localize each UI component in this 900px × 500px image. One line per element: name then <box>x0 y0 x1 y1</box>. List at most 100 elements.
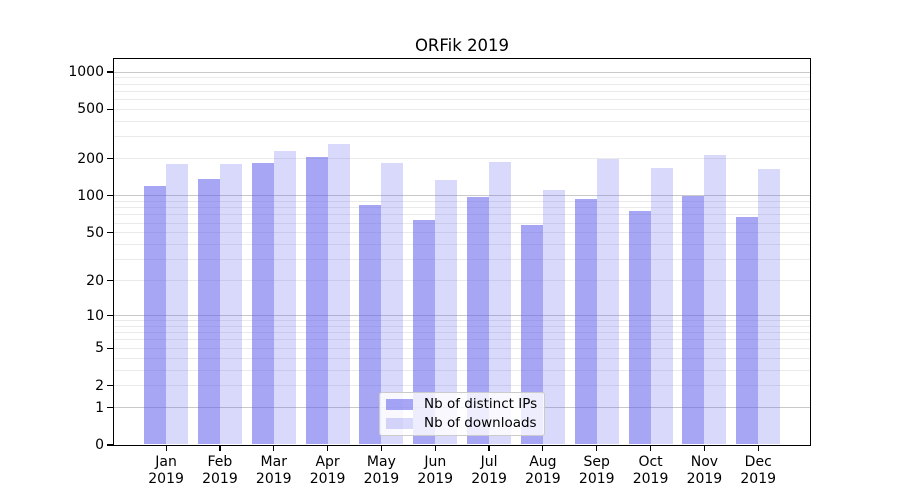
bar-downloads-sep <box>596 159 619 444</box>
x-tick-label-line: Sep <box>583 454 610 470</box>
x-tick-label-line: Aug <box>529 454 557 470</box>
bar-distinct-ips-feb <box>197 178 220 444</box>
x-tick-label-line: Apr <box>315 454 340 470</box>
gridline-major <box>114 71 810 73</box>
gridline-minor <box>114 136 810 138</box>
gridline-major <box>114 195 810 197</box>
gridline-minor <box>114 108 810 110</box>
x-tick-label-dec: Dec 2019 <box>730 454 786 487</box>
gridline-major <box>114 315 810 317</box>
x-tick-label-line: 2019 <box>471 470 507 487</box>
bar-downloads-apr <box>327 143 350 444</box>
x-tick-label-line: 2019 <box>686 470 723 487</box>
x-tick-label-aug: Aug 2019 <box>515 454 571 487</box>
bar-distinct-ips-apr <box>305 157 328 444</box>
x-tick-label-line: 2019 <box>255 470 292 487</box>
bar-downloads-jul <box>489 162 512 444</box>
y-tick-mark <box>107 314 114 317</box>
x-tick-label-line: Dec <box>744 454 772 470</box>
bar-distinct-ips-may <box>359 204 382 444</box>
bar-downloads-jan <box>166 164 189 444</box>
x-tick-mark <box>165 445 167 451</box>
x-tick-mark <box>757 445 759 451</box>
x-tick-label-line: 2019 <box>632 470 669 487</box>
gridline-minor <box>114 99 810 101</box>
legend: Nb of distinct IPs Nb of downloads <box>379 392 545 436</box>
gridline-minor <box>114 158 810 160</box>
x-tick-label-line: Jun <box>424 454 447 470</box>
y-tick-mark <box>107 158 114 160</box>
x-tick-mark <box>542 445 544 451</box>
bar-distinct-ips-oct <box>628 211 651 444</box>
gridline-minor <box>114 325 810 327</box>
x-tick-label-jul: Jul 2019 <box>461 454 517 487</box>
x-tick-label-may: May 2019 <box>353 454 409 487</box>
y-tick-mark <box>107 406 114 409</box>
gridline-minor <box>114 77 810 79</box>
y-tick-label: 1000 <box>68 64 104 80</box>
bar-distinct-ips-aug <box>520 224 543 444</box>
x-tick-label-line: 2019 <box>363 470 400 487</box>
y-tick-mark <box>107 195 114 197</box>
y-tick-label: 2 <box>95 377 104 394</box>
chart-title: ORFik 2019 <box>414 36 510 55</box>
x-tick-mark <box>434 445 436 451</box>
gridline-minor <box>114 214 810 216</box>
x-tick-label-line: 2019 <box>309 470 346 487</box>
x-tick-label-line: Mar <box>260 454 287 470</box>
bar-downloads-dec <box>758 169 781 444</box>
y-tick-label: 0 <box>95 437 104 453</box>
gridline-minor <box>114 369 810 371</box>
bar-distinct-ips-jul <box>467 196 490 444</box>
x-tick-label-mar: Mar 2019 <box>246 454 302 487</box>
y-tick-label: 10 <box>86 307 104 324</box>
gridline-minor <box>114 244 810 245</box>
x-tick-label-line: May <box>366 454 396 470</box>
legend-label-downloads: Nb of downloads <box>424 415 537 431</box>
gridline-minor <box>114 339 810 341</box>
y-tick-label: 1 <box>95 399 104 416</box>
x-tick-label-line: Nov <box>690 454 719 470</box>
gridline-minor <box>114 347 810 349</box>
bar-distinct-ips-dec <box>736 217 759 444</box>
y-tick-label: 50 <box>86 224 104 241</box>
legend-swatch-downloads-icon <box>386 417 413 430</box>
x-tick-mark <box>649 445 652 451</box>
bar-downloads-aug <box>542 189 565 444</box>
gridline-minor <box>114 232 810 234</box>
bar-distinct-ips-nov <box>682 196 705 444</box>
y-tick-mark <box>107 108 114 110</box>
y-tick-label: 20 <box>86 272 104 289</box>
legend-swatch-distinct-ips-icon <box>386 398 413 411</box>
x-tick-label-line: Feb <box>207 454 233 470</box>
x-tick-label-jan: Jan 2019 <box>138 454 194 487</box>
gridline-minor <box>114 90 810 92</box>
gridline-minor <box>114 280 810 282</box>
y-tick-label: 500 <box>77 101 104 118</box>
gridline-minor <box>114 385 810 387</box>
gridline-minor <box>114 120 810 122</box>
y-tick-mark <box>107 385 114 387</box>
x-tick-label-nov: Nov 2019 <box>676 454 732 487</box>
x-tick-label-oct: Oct 2019 <box>623 454 679 487</box>
bar-downloads-nov <box>704 155 727 444</box>
y-tick-mark <box>107 347 114 349</box>
bar-distinct-ips-mar <box>251 163 274 444</box>
x-tick-mark <box>219 445 221 451</box>
x-tick-mark <box>596 445 598 451</box>
gridline-minor <box>114 222 810 224</box>
x-tick-label-line: 2019 <box>202 470 238 487</box>
gridline-minor <box>114 83 810 85</box>
x-tick-label-line: 2019 <box>417 470 454 487</box>
bar-downloads-mar <box>273 151 296 444</box>
gridline-minor <box>114 357 810 359</box>
x-tick-label-jun: Jun 2019 <box>407 454 463 487</box>
bar-distinct-ips-jun <box>413 220 436 444</box>
gridline-minor <box>114 259 810 261</box>
x-tick-label-feb: Feb 2019 <box>192 454 248 487</box>
x-tick-label-line: Jul <box>480 454 498 470</box>
x-tick-mark <box>273 445 275 451</box>
x-tick-label-apr: Apr 2019 <box>300 454 356 487</box>
gridline-minor <box>114 320 810 322</box>
